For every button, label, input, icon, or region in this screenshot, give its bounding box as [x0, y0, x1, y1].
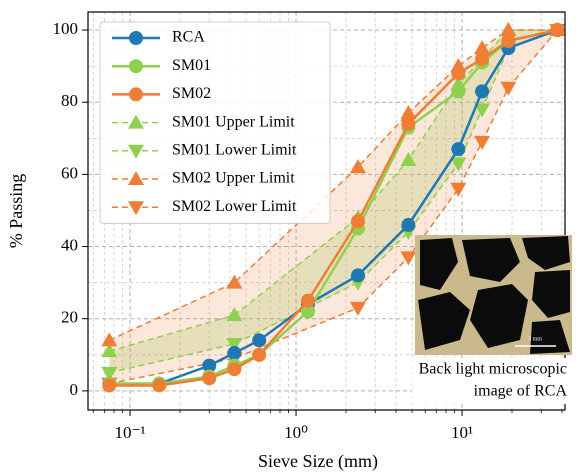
band: [109, 30, 558, 373]
plot-frame: [87, 11, 566, 411]
point: [474, 40, 491, 55]
point: [451, 66, 466, 81]
x-tick-label: 10⁰: [284, 423, 308, 442]
point: [152, 378, 167, 393]
particle: [532, 270, 570, 318]
series-line: [109, 29, 558, 385]
point: [300, 293, 315, 308]
point: [501, 33, 516, 48]
point: [500, 22, 517, 37]
legend-marker: [128, 201, 144, 216]
point: [202, 358, 217, 373]
point: [474, 135, 491, 150]
point: [350, 268, 365, 283]
legend-marker: [128, 144, 144, 159]
y-axis-label: % Passing: [6, 174, 26, 249]
x-tick-label: 10¹: [451, 423, 473, 442]
series-line: [109, 28, 558, 385]
y-tick-label: 0: [70, 380, 79, 399]
point: [400, 151, 417, 166]
y-tick-label: 40: [61, 235, 78, 254]
y-tick-label: 80: [61, 91, 78, 110]
point: [226, 337, 243, 352]
point: [350, 214, 365, 229]
point: [450, 182, 467, 197]
legend-box: [99, 21, 331, 224]
point: [401, 116, 416, 131]
point: [101, 343, 118, 358]
inset-caption: image of RCA: [474, 383, 568, 400]
x-axis-label: Sieve Size (mm): [258, 451, 378, 472]
point: [349, 301, 366, 316]
point: [451, 142, 466, 157]
particle: [418, 292, 470, 350]
point: [400, 251, 417, 266]
legend-label: SM02 Upper Limit: [172, 170, 295, 187]
point: [101, 366, 118, 381]
legend-label: SM01 Upper Limit: [172, 113, 295, 130]
point: [101, 332, 118, 347]
legend-label: SM02 Lower Limit: [172, 198, 297, 215]
legend-marker: [129, 59, 143, 74]
point: [227, 345, 242, 360]
particle: [462, 238, 520, 282]
inset-image: 5 mm Back light microscopic image of RCA: [412, 235, 572, 404]
legend-marker: [128, 114, 144, 129]
legend-marker: [128, 171, 144, 185]
y-tick-label: 20: [61, 308, 78, 327]
particle: [522, 236, 570, 270]
point: [400, 105, 417, 120]
point: [401, 217, 416, 232]
point: [102, 378, 117, 393]
point: [202, 371, 217, 386]
point: [300, 304, 315, 319]
point: [226, 274, 243, 289]
legend-label: SM01: [172, 57, 211, 74]
caption-bg: [412, 358, 570, 404]
y-tick-label: 100: [53, 19, 79, 38]
legend-label: SM01 Lower Limit: [172, 141, 297, 158]
legend-label: SM02: [172, 85, 211, 102]
band: [109, 30, 558, 384]
point: [475, 84, 490, 99]
legend-marker: [129, 87, 143, 102]
particle: [470, 284, 528, 348]
point: [550, 23, 565, 38]
point: [252, 333, 267, 348]
point: [474, 103, 491, 118]
point: [500, 81, 517, 96]
point: [451, 84, 466, 99]
series-line: [109, 29, 558, 374]
particle: [420, 238, 458, 290]
point: [252, 347, 267, 362]
point: [475, 51, 490, 66]
scale-label: 5 mm: [528, 336, 542, 342]
x-tick-label: 10⁻¹: [115, 423, 146, 442]
point: [226, 307, 243, 322]
inset-caption: Back light microscopic: [419, 361, 567, 378]
legend-marker: [129, 31, 143, 45]
y-tick-label: 60: [61, 163, 78, 182]
legend-label: RCA: [172, 29, 205, 46]
point: [227, 362, 242, 377]
point: [349, 159, 366, 174]
point: [450, 157, 467, 172]
